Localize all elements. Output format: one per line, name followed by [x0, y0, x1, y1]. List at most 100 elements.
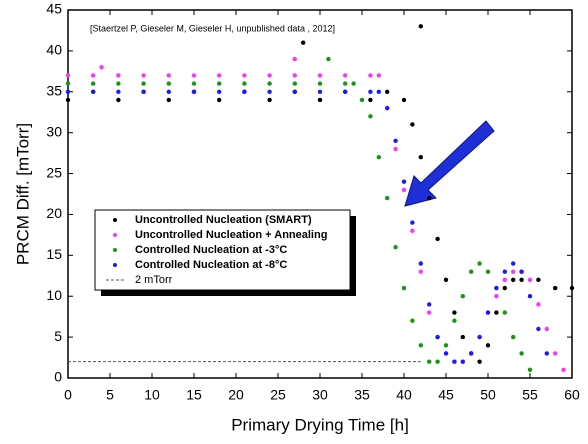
x-tick-label: 25 — [270, 387, 286, 403]
data-point — [435, 359, 440, 364]
data-point — [561, 367, 566, 373]
data-point — [292, 89, 297, 94]
data-point — [267, 81, 272, 86]
y-tick-label: 20 — [46, 205, 62, 221]
data-point — [527, 367, 533, 373]
data-point — [141, 81, 146, 86]
data-point — [418, 269, 423, 274]
data-point — [242, 89, 247, 94]
y-tick-label: 40 — [46, 42, 62, 58]
data-point — [435, 334, 440, 340]
data-point — [511, 261, 516, 266]
data-point — [536, 326, 541, 332]
x-tick-label: 40 — [396, 387, 412, 403]
data-point — [368, 114, 373, 119]
data-point — [519, 277, 524, 283]
data-point — [393, 138, 398, 144]
data-point — [427, 310, 432, 315]
x-tick-label: 15 — [186, 387, 202, 403]
data-point — [452, 318, 457, 323]
data-point — [401, 97, 407, 103]
data-point — [485, 269, 491, 274]
data-point — [544, 326, 549, 332]
data-point — [494, 294, 499, 299]
data-point — [569, 285, 575, 291]
data-point — [65, 97, 71, 103]
data-point — [494, 310, 499, 315]
data-point — [527, 294, 533, 299]
data-point — [460, 294, 465, 299]
plot-frame — [67, 9, 573, 379]
data-point — [116, 97, 121, 103]
data-point — [343, 73, 348, 78]
data-point — [376, 73, 381, 78]
data-point — [460, 359, 465, 364]
x-tick-label: 5 — [106, 387, 114, 403]
data-point — [418, 155, 423, 160]
data-point — [443, 277, 449, 283]
data-point — [351, 81, 356, 86]
data-point — [427, 302, 432, 307]
data-point — [326, 56, 331, 62]
x-tick-label: 30 — [312, 387, 328, 403]
x-tick-label: 50 — [480, 387, 496, 403]
data-point — [502, 277, 507, 283]
x-axis-label: Primary Drying Time [h] — [231, 415, 409, 434]
data-point — [410, 228, 415, 233]
data-point — [166, 73, 171, 78]
data-point — [511, 277, 516, 283]
data-point — [536, 277, 541, 283]
data-point — [99, 65, 104, 70]
legend-label: Uncontrolled Nucleation (SMART) — [135, 214, 312, 226]
x-tick-label: 0 — [64, 387, 72, 403]
x-tick-label: 10 — [144, 387, 160, 403]
legend-box — [94, 209, 351, 291]
data-point — [217, 89, 222, 94]
data-point — [116, 73, 121, 78]
annotation: [Staertzel P, Gieseler M, Gieseler H, un… — [90, 23, 335, 33]
data-point — [418, 343, 423, 348]
data-point — [553, 285, 558, 291]
data-point — [418, 24, 423, 29]
data-point — [343, 81, 348, 86]
y-tick-label: 10 — [46, 287, 62, 303]
y-tick-label: 5 — [54, 328, 62, 344]
legend-label: Uncontrolled Nucleation + Annealing — [135, 229, 327, 241]
legend-marker — [113, 233, 117, 237]
data-point — [393, 244, 398, 250]
data-point — [536, 302, 541, 307]
data-point — [191, 73, 197, 78]
data-point — [385, 195, 390, 201]
x-tick-label: 20 — [228, 387, 244, 403]
x-tick-label: 60 — [564, 387, 580, 403]
data-point — [368, 73, 373, 78]
data-point — [452, 310, 457, 315]
data-point — [452, 359, 457, 364]
data-point — [511, 269, 516, 274]
data-point — [217, 81, 222, 86]
x-tick-label: 45 — [438, 387, 454, 403]
data-point — [427, 195, 432, 201]
data-point — [485, 310, 491, 315]
data-point — [267, 89, 272, 94]
data-point — [141, 89, 146, 94]
data-point — [166, 81, 171, 86]
x-tick-label: 35 — [354, 387, 370, 403]
legend-marker — [113, 263, 117, 267]
data-point — [401, 187, 407, 193]
data-point — [359, 97, 365, 103]
data-point — [116, 81, 121, 86]
data-point — [502, 269, 507, 274]
data-point — [410, 318, 415, 323]
data-point — [469, 269, 474, 274]
data-point — [217, 97, 222, 103]
y-tick-label: 45 — [46, 1, 62, 17]
y-axis-label: PRCM Diff. [mTorr] — [13, 123, 32, 265]
data-point — [485, 343, 491, 348]
data-point — [91, 81, 96, 86]
data-point — [301, 40, 306, 45]
data-point — [519, 351, 524, 356]
data-point — [217, 73, 222, 78]
data-point — [242, 73, 247, 78]
